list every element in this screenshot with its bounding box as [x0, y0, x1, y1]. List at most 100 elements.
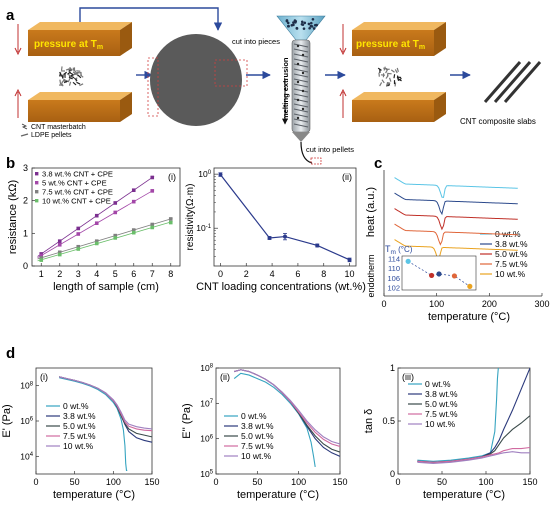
data-point: [76, 232, 81, 236]
series-line: [233, 372, 316, 468]
x-tick-label: 0: [213, 477, 218, 487]
pellet: [63, 80, 69, 84]
data-point: [131, 188, 136, 193]
panel-label-b: b: [6, 155, 15, 172]
press-slab-bottom-2: [352, 92, 446, 122]
cnt-dot: [296, 98, 300, 102]
cnt-dot: [296, 44, 300, 48]
x-tick-label: 100: [106, 477, 121, 487]
pellet: [59, 79, 62, 84]
data-point: [57, 250, 62, 255]
x-tick-label: 50: [70, 477, 80, 487]
y-tick-label: 1: [390, 363, 395, 373]
svg-text:CNT masterbatch: CNT masterbatch: [31, 124, 86, 131]
extruder: [276, 15, 326, 165]
pressure-label-2: pressure at Tm: [356, 39, 425, 51]
inset-title: Tm (°C): [385, 244, 413, 256]
x-tick-label: 8: [168, 269, 173, 279]
pellet-dot: [285, 19, 289, 22]
pellet-dot: [292, 23, 295, 27]
screw-thread: [293, 58, 309, 63]
data-point: [150, 222, 155, 227]
pellet: [394, 69, 398, 74]
pellet-dot: [287, 24, 290, 28]
pellet: [388, 77, 392, 82]
data-point: [113, 210, 118, 215]
data-point: [39, 253, 44, 258]
chart-dsc: 0 100 200 300 temperature (°C) heat (a.u.) end…: [365, 170, 550, 323]
cnt-dot: [296, 116, 300, 120]
inset-point: [429, 272, 435, 279]
x-tick-label: 1: [39, 269, 44, 279]
cnt-dot: [296, 80, 300, 84]
panel-a: a pressure at Tm CNT masterbatch LDPE pe…: [6, 7, 542, 165]
legend-cnt: CNT masterbatch: [21, 123, 86, 131]
data-point: [168, 217, 173, 221]
panel-label-a: a: [6, 7, 15, 24]
series-line: [417, 451, 530, 464]
y-tick-label: 2: [23, 196, 28, 206]
pellet: [77, 74, 82, 79]
pellet: [65, 68, 70, 71]
pellet: [79, 83, 84, 87]
cnt-dot: [301, 53, 305, 57]
panel-label-c: c: [374, 155, 382, 172]
inset-y-tick: 106: [387, 274, 400, 283]
x-tick-label: 100: [429, 299, 444, 309]
pellet: [381, 79, 385, 84]
x-tick-label: 7: [150, 269, 155, 279]
x-tick-label: 200: [482, 299, 497, 309]
y-tick-label: 100: [198, 169, 211, 179]
legend-entry: 10 wt.% CNT + CPE: [42, 197, 111, 206]
pellet: [61, 78, 66, 83]
pellet: [68, 74, 72, 78]
data-point: [113, 201, 118, 205]
x-tick-label: 0: [381, 299, 386, 309]
x-axis-label: CNT loading concentrations (wt.%): [196, 281, 366, 293]
data-point: [150, 225, 155, 230]
dsc-curve: [394, 192, 518, 216]
cnt-dot: [296, 62, 300, 66]
cut-into-pellets-label: cut into pellets: [306, 145, 354, 154]
x-tick-label: 300: [534, 299, 549, 309]
legend-entry: 5.0 wt.%: [425, 399, 458, 409]
pellet: [76, 81, 81, 85]
screw-thread: [293, 103, 309, 108]
chart-tan-delta: 0 50 100 150 0 0.5 1 temperature (°C) tan δ (iii)…: [363, 363, 538, 501]
data-point: [168, 220, 173, 225]
y-axis-label: E'' (Pa): [181, 403, 193, 438]
x-tick-label: 150: [522, 477, 537, 487]
plot-frame: [31, 167, 181, 267]
inset-y-tick: 102: [387, 284, 400, 293]
pellet: [71, 73, 76, 78]
legend-entry: 3.8 wt.% CNT + CPE: [42, 170, 113, 179]
pellet: [68, 76, 73, 80]
legend-entry: 7.5 wt.%: [241, 441, 274, 451]
x-tick-label: 0: [218, 269, 223, 279]
pellet: [74, 71, 79, 74]
pellet-dot: [300, 20, 304, 24]
inset-point: [436, 271, 442, 277]
pellet: [390, 69, 395, 73]
pellet: [68, 81, 72, 86]
svg-text:LDPE pellets: LDPE pellets: [31, 132, 72, 139]
x-axis-label: temperature (°C): [423, 489, 505, 501]
x-tick-label: 0: [33, 477, 38, 487]
inset-point: [405, 258, 411, 264]
legend-entry: 3.8 wt.%: [495, 239, 528, 249]
panel-label-d: d: [6, 345, 15, 362]
x-tick-label: 8: [321, 269, 326, 279]
inset-y-tick: 110: [388, 264, 400, 273]
pellet-dot: [294, 21, 297, 24]
plot-frame: [213, 167, 357, 267]
x-tick-label: 10: [345, 269, 355, 279]
legend-entry: 10 wt.%: [425, 419, 456, 429]
x-tick-label: 6: [131, 269, 136, 279]
data-point: [57, 239, 62, 243]
screw-thread: [293, 113, 309, 118]
legend-entry: 3.8 wt.%: [63, 411, 96, 421]
data-point: [57, 242, 62, 247]
dsc-curve: [394, 239, 518, 262]
plot-frame: [215, 367, 341, 475]
pellet: [67, 71, 71, 75]
